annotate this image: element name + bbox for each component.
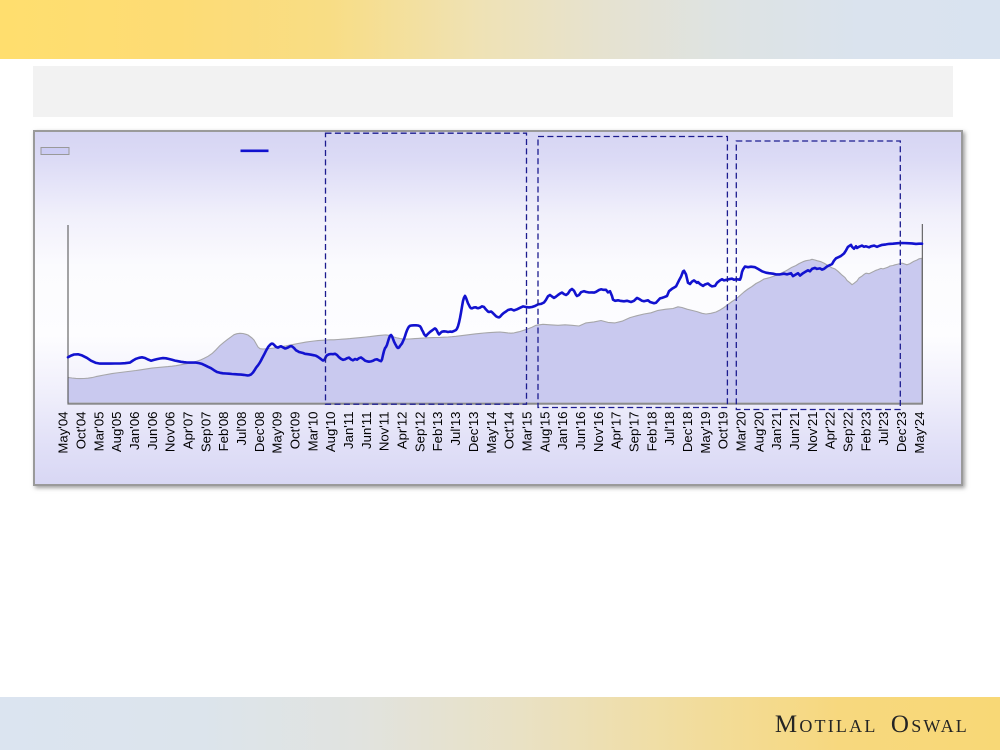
svg-text:Mar'20: Mar'20 bbox=[734, 412, 749, 452]
svg-text:Feb'13: Feb'13 bbox=[430, 412, 445, 452]
svg-text:Nov'11: Nov'11 bbox=[377, 412, 392, 452]
svg-text:Jul'18: Jul'18 bbox=[662, 412, 677, 446]
svg-text:Jan'11: Jan'11 bbox=[341, 412, 356, 449]
svg-text:May'19: May'19 bbox=[698, 412, 713, 454]
svg-text:Dec'23: Dec'23 bbox=[894, 412, 909, 453]
svg-text:Jul'13: Jul'13 bbox=[448, 412, 463, 446]
svg-text:Mar'10: Mar'10 bbox=[305, 412, 320, 452]
svg-text:May'04: May'04 bbox=[56, 412, 71, 454]
svg-text:Sep'17: Sep'17 bbox=[627, 412, 642, 453]
svg-text:Mar'05: Mar'05 bbox=[91, 412, 106, 452]
svg-text:Feb'23: Feb'23 bbox=[858, 412, 873, 452]
svg-text:Sep'22: Sep'22 bbox=[841, 412, 856, 453]
svg-text:Jun'11: Jun'11 bbox=[359, 412, 374, 449]
svg-text:Apr'07: Apr'07 bbox=[181, 412, 196, 450]
svg-text:Nov'06: Nov'06 bbox=[163, 412, 178, 453]
svg-text:Aug'05: Aug'05 bbox=[109, 412, 124, 453]
svg-text:Nov'21: Nov'21 bbox=[805, 412, 820, 453]
svg-text:May'09: May'09 bbox=[270, 412, 285, 454]
svg-text:Oct'09: Oct'09 bbox=[288, 412, 303, 450]
svg-text:Oct'04: Oct'04 bbox=[73, 412, 88, 450]
svg-text:Oct'19: Oct'19 bbox=[716, 412, 731, 450]
svg-text:Dec'08: Dec'08 bbox=[252, 412, 267, 453]
svg-text:Apr'12: Apr'12 bbox=[395, 412, 410, 450]
svg-text:Aug'15: Aug'15 bbox=[537, 412, 552, 453]
svg-text:Dec'18: Dec'18 bbox=[680, 412, 695, 453]
svg-text:Jun'16: Jun'16 bbox=[573, 412, 588, 450]
svg-text:Apr'22: Apr'22 bbox=[823, 412, 838, 450]
svg-text:Sep'07: Sep'07 bbox=[198, 412, 213, 453]
svg-text:Nov'16: Nov'16 bbox=[591, 412, 606, 453]
svg-text:Dec'13: Dec'13 bbox=[466, 412, 481, 453]
svg-text:Jan'21: Jan'21 bbox=[769, 412, 784, 450]
svg-text:Oct'14: Oct'14 bbox=[502, 412, 517, 450]
svg-text:Sep'12: Sep'12 bbox=[412, 412, 427, 453]
svg-text:Feb'08: Feb'08 bbox=[216, 412, 231, 452]
svg-text:Apr'17: Apr'17 bbox=[609, 412, 624, 450]
svg-text:Feb'18: Feb'18 bbox=[644, 412, 659, 452]
svg-text:May'14: May'14 bbox=[484, 412, 499, 454]
svg-text:Jul'08: Jul'08 bbox=[234, 412, 249, 446]
svg-text:Aug'10: Aug'10 bbox=[323, 412, 338, 453]
svg-text:Jan'06: Jan'06 bbox=[127, 412, 142, 450]
svg-text:Jun'21: Jun'21 bbox=[787, 412, 802, 450]
svg-text:May'24: May'24 bbox=[912, 412, 927, 454]
svg-text:Jul'23: Jul'23 bbox=[876, 412, 891, 446]
svg-text:Jan'16: Jan'16 bbox=[555, 412, 570, 450]
svg-text:Jun'06: Jun'06 bbox=[145, 412, 160, 450]
svg-text:Mar'15: Mar'15 bbox=[519, 412, 534, 452]
svg-text:Aug'20: Aug'20 bbox=[751, 412, 766, 453]
